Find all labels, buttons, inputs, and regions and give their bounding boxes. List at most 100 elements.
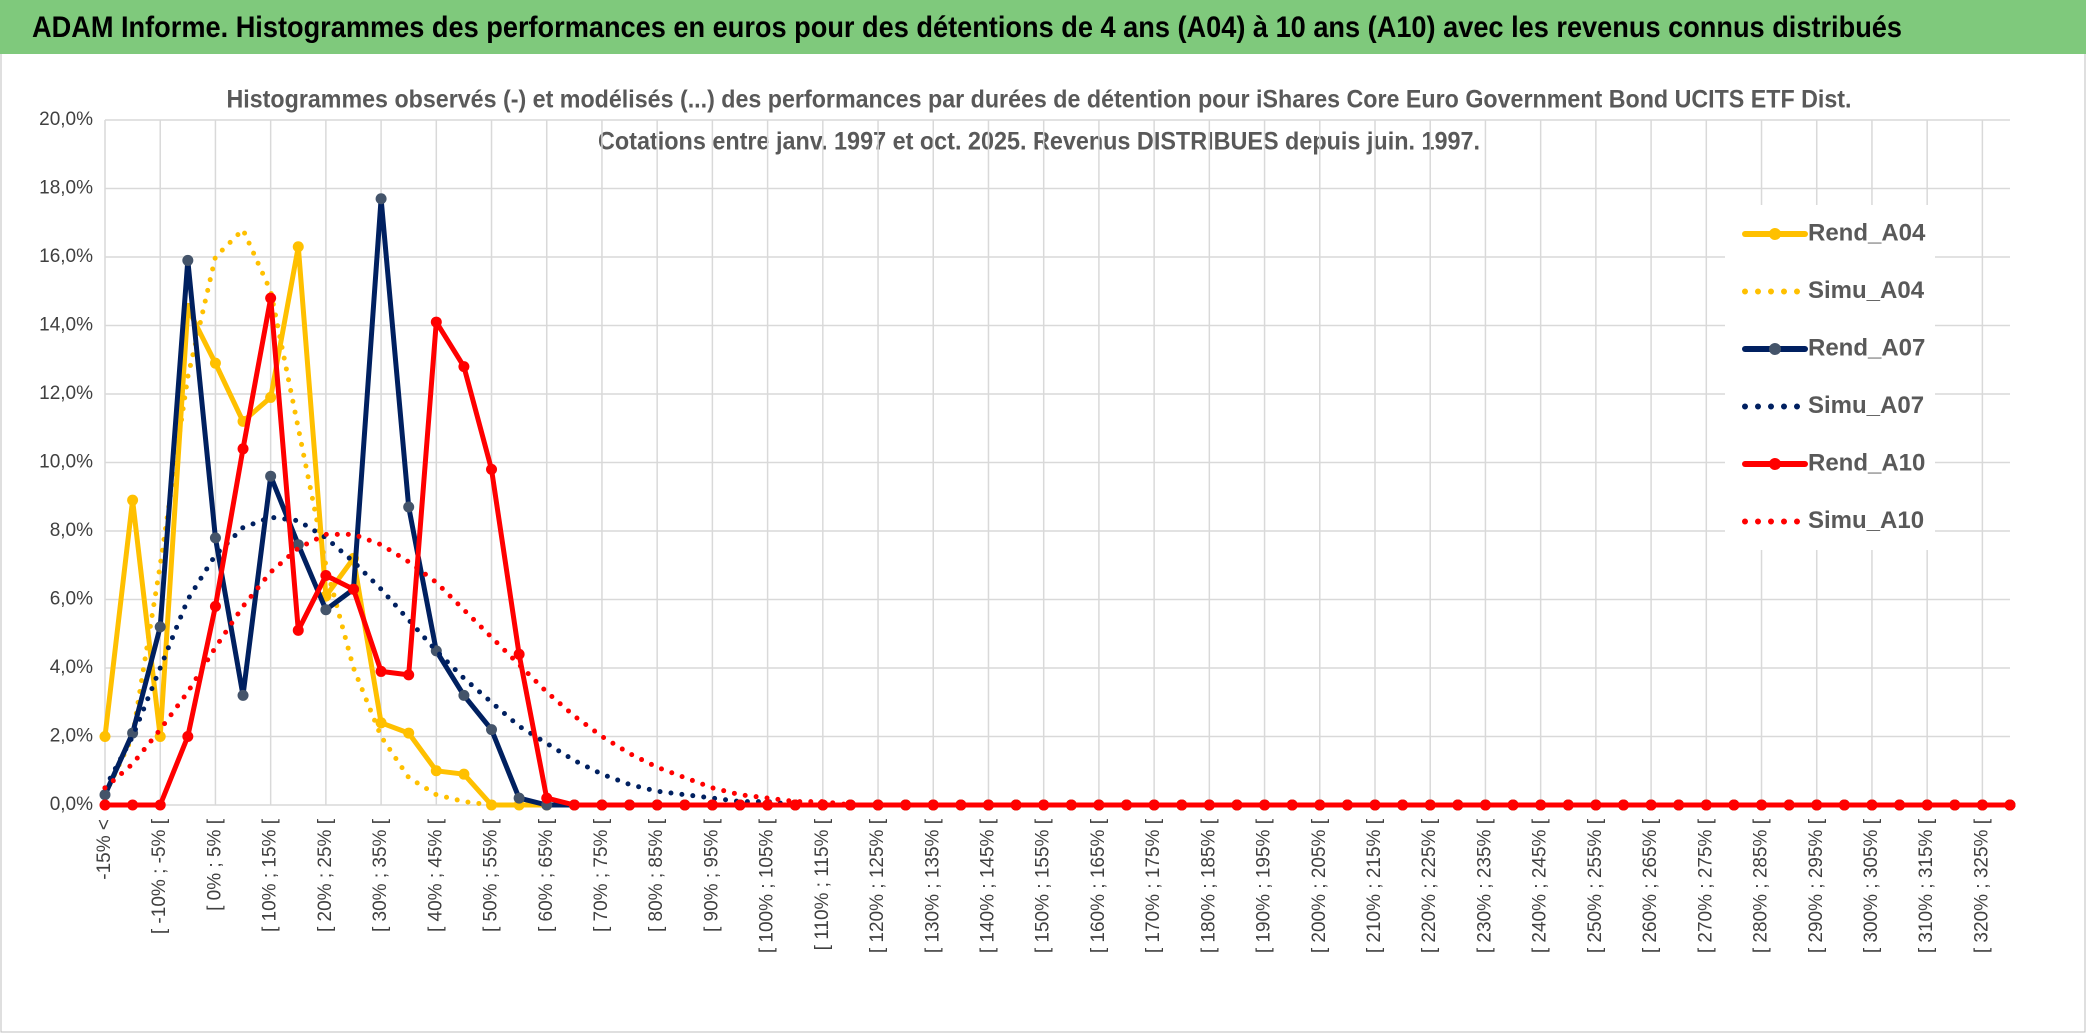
point-marker — [292, 624, 304, 636]
point-marker — [237, 443, 249, 455]
legend-label: Rend_A10 — [1808, 449, 1925, 476]
point-marker — [1176, 799, 1188, 811]
legend-marker — [1769, 343, 1781, 355]
legend-label: Simu_A10 — [1808, 507, 1924, 534]
series-line — [102, 531, 2013, 808]
point-marker — [1203, 799, 1215, 811]
point-marker — [209, 600, 221, 612]
point-marker — [1148, 799, 1160, 811]
point-marker — [403, 501, 415, 513]
point-marker — [955, 799, 967, 811]
x-tick-label: [ 170% ; 175% [ — [1143, 818, 1164, 953]
point-marker — [458, 361, 470, 373]
chart-subtitle: Cotations entre janv. 1997 et oct. 2025.… — [598, 128, 1480, 156]
point-marker — [1756, 799, 1768, 811]
point-marker — [486, 463, 498, 475]
point-marker — [679, 799, 691, 811]
point-marker — [706, 799, 718, 811]
x-tick-label: [ 50% ; 55% [ — [481, 818, 502, 932]
x-tick-label: [ 270% ; 275% [ — [1695, 818, 1716, 953]
point-marker — [154, 621, 166, 633]
y-tick-label: 8,0% — [50, 520, 93, 541]
point-marker — [1535, 799, 1547, 811]
x-tick-label: [ 210% ; 215% [ — [1364, 818, 1385, 953]
x-tick-label: [ 320% ; 325% [ — [1971, 818, 1992, 953]
point-marker — [209, 357, 221, 369]
point-marker — [375, 665, 387, 677]
point-marker — [1921, 799, 1933, 811]
point-marker — [1121, 799, 1133, 811]
point-marker — [375, 717, 387, 729]
legend-box — [1725, 205, 1935, 550]
point-marker — [900, 799, 912, 811]
point-marker — [403, 727, 415, 739]
legend-label: Simu_A07 — [1808, 392, 1924, 419]
point-marker — [1590, 799, 1602, 811]
x-tick-label: [ 300% ; 305% [ — [1861, 818, 1882, 953]
point-marker — [458, 689, 470, 701]
point-marker — [209, 532, 221, 544]
point-marker — [458, 768, 470, 780]
point-marker — [1866, 799, 1878, 811]
x-tick-label: [ 90% ; 95% [ — [701, 818, 722, 932]
x-tick-label: [ 310% ; 315% [ — [1916, 818, 1937, 953]
point-marker — [1811, 799, 1823, 811]
x-tick-label: [ 80% ; 85% [ — [646, 818, 667, 932]
y-tick-label: 6,0% — [50, 589, 93, 610]
x-tick-label: [ 20% ; 25% [ — [315, 818, 336, 932]
point-marker — [1424, 799, 1436, 811]
y-tick-label: 20,0% — [39, 109, 93, 130]
x-tick-label: [ 40% ; 45% [ — [425, 818, 446, 932]
x-tick-label: [ 250% ; 255% [ — [1585, 818, 1606, 953]
point-marker — [1369, 799, 1381, 811]
x-tick-label: [ 240% ; 245% [ — [1530, 818, 1551, 953]
point-marker — [182, 731, 194, 742]
header-band — [0, 0, 2086, 54]
point-marker — [1314, 799, 1326, 811]
x-tick-label: [ 100% ; 105% [ — [757, 818, 778, 953]
point-marker — [430, 316, 442, 328]
point-marker — [651, 799, 663, 811]
y-tick-label: 18,0% — [39, 178, 93, 199]
y-tick-label: 14,0% — [39, 315, 93, 336]
x-tick-label: [ 130% ; 135% [ — [922, 818, 943, 953]
point-marker — [292, 241, 304, 253]
point-marker — [762, 799, 774, 811]
x-tick-label: [ 280% ; 285% [ — [1751, 818, 1772, 953]
point-marker — [844, 799, 856, 811]
point-marker — [127, 494, 139, 506]
x-tick-label: [ 110% ; 115% [ — [812, 818, 833, 950]
x-tick-label: [ 230% ; 235% [ — [1474, 818, 1495, 953]
point-marker — [1065, 799, 1077, 811]
header-title: ADAM Informe. Histogrammes des performan… — [32, 11, 1902, 44]
point-marker — [430, 765, 442, 777]
point-marker — [99, 789, 111, 801]
point-marker — [1700, 799, 1712, 811]
legend-label: Rend_A07 — [1808, 334, 1925, 361]
point-marker — [513, 792, 525, 804]
point-marker — [1479, 799, 1491, 811]
x-tick-label: [ 290% ; 295% [ — [1806, 818, 1827, 953]
x-tick-label: [ 200% ; 205% [ — [1309, 818, 1330, 953]
x-tick-label: [ 260% ; 265% [ — [1640, 818, 1661, 953]
point-marker — [568, 799, 580, 811]
point-marker — [182, 254, 194, 266]
x-tick-label: [ 30% ; 35% [ — [370, 818, 391, 932]
point-marker — [1259, 799, 1271, 811]
x-tick-label: [ 10% ; 15% [ — [260, 818, 281, 932]
y-tick-label: 4,0% — [50, 657, 93, 678]
x-tick-label: [ 160% ; 165% [ — [1088, 818, 1109, 953]
x-tick-label: [ 120% ; 125% [ — [867, 818, 888, 953]
x-tick-label: -15% < — [94, 819, 115, 880]
point-marker — [375, 193, 387, 205]
point-marker — [320, 570, 332, 582]
y-tick-label: 12,0% — [39, 383, 93, 404]
point-marker — [1010, 799, 1022, 811]
x-tick-label: [ 60% ; 65% [ — [536, 818, 557, 932]
point-marker — [1976, 799, 1988, 811]
y-tick-label: 10,0% — [39, 452, 93, 473]
point-marker — [154, 799, 166, 811]
point-marker — [99, 731, 111, 742]
x-tick-label: [ 220% ; 225% [ — [1419, 818, 1440, 953]
point-marker — [624, 799, 636, 811]
